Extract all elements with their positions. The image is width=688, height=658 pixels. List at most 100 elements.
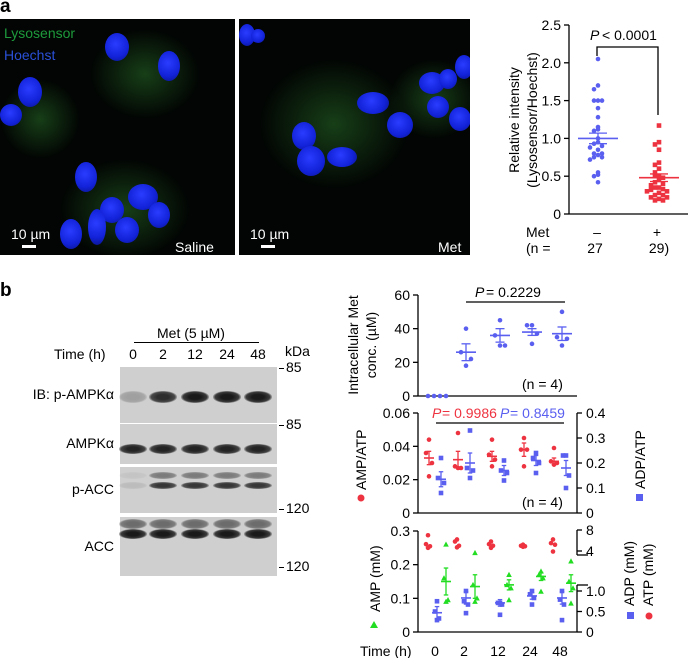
data-point	[464, 465, 470, 471]
data-point	[652, 192, 658, 198]
data-point	[595, 152, 601, 158]
micrograph-saline: Lysosensor Hoechst 10 µm Saline	[0, 19, 235, 255]
data-point	[648, 182, 654, 188]
data-point	[438, 455, 444, 461]
kda-tick	[279, 425, 284, 426]
data-point	[443, 598, 449, 604]
data-point	[506, 571, 512, 577]
blot-band	[149, 472, 177, 479]
data-point	[551, 445, 557, 451]
data-point	[472, 598, 478, 604]
data-point	[563, 485, 569, 491]
treatment-line	[134, 342, 259, 343]
y-axis-label-right: ADP/ATP	[632, 430, 648, 489]
data-point	[587, 145, 593, 150]
data-point	[497, 317, 503, 323]
p-value-red: = 0.9986	[442, 405, 497, 421]
data-point	[664, 195, 670, 200]
y-tick-label: 0	[586, 624, 594, 640]
data-point	[656, 196, 662, 202]
data-point	[437, 393, 443, 399]
p-value-red: P	[432, 405, 442, 421]
data-point	[660, 192, 666, 198]
data-point	[506, 597, 512, 603]
x-tick-label: 48	[552, 643, 568, 658]
blot-row-label: p-ACC	[71, 481, 114, 497]
data-point	[529, 588, 535, 594]
data-point	[595, 105, 601, 111]
blot-band	[244, 482, 272, 489]
y-tick-label: 0.1	[586, 480, 606, 496]
p-value-label: P	[475, 284, 485, 300]
y-tick-label: 0	[553, 206, 561, 222]
data-point	[538, 588, 544, 594]
data-point	[426, 474, 432, 479]
data-point	[470, 468, 476, 473]
blot-band	[149, 444, 177, 454]
y-tick-label: 0	[402, 624, 410, 640]
y-tick-label: 4	[586, 543, 594, 559]
data-point	[425, 545, 431, 551]
data-point	[648, 187, 654, 193]
data-point	[529, 323, 535, 328]
data-point	[656, 166, 662, 171]
data-point	[595, 98, 601, 103]
y-tick-label: 0	[402, 388, 410, 404]
condition-label: Met	[438, 239, 462, 255]
scale-bar	[22, 245, 36, 248]
data-point	[656, 147, 662, 153]
p-value-label: < 0.0001	[602, 27, 657, 43]
significance-bracket	[596, 46, 659, 115]
data-point	[595, 179, 601, 185]
data-point	[533, 470, 539, 476]
blot-band	[181, 529, 209, 539]
blot-band	[119, 482, 147, 489]
micrograph-met: 10 µm Met	[239, 19, 470, 255]
data-point	[461, 598, 467, 604]
p-value-blue: = 0.8459	[510, 405, 565, 421]
blot-treatment: Met (5 µM)	[157, 325, 225, 341]
lane-label: 24	[219, 346, 235, 362]
blot-panel	[119, 517, 277, 576]
data-point	[521, 435, 527, 441]
data-point	[559, 343, 565, 348]
data-point	[463, 588, 469, 594]
y-tick-label: 0.04	[383, 438, 410, 454]
data-point	[434, 598, 440, 604]
data-point	[566, 473, 572, 478]
blot-band	[213, 529, 241, 539]
n-label: (n = 4)	[522, 376, 563, 392]
blot-row-label: IB: p-AMPKα	[32, 386, 114, 402]
p-value-blue: P	[500, 405, 510, 421]
data-point	[536, 460, 542, 466]
y-axis-label: Intracellular Met	[345, 295, 361, 395]
data-point	[527, 591, 533, 597]
blot-band	[244, 444, 272, 454]
time-label: Time (h)	[54, 346, 106, 362]
data-point	[467, 475, 473, 481]
data-point	[443, 393, 449, 399]
lysosensor-label: Lysosensor	[4, 25, 76, 41]
blot-band	[244, 529, 272, 539]
condition-label: Saline	[175, 239, 214, 255]
y-axis-label-left: AMP/ATP	[353, 430, 369, 490]
x-tick-label: 24	[522, 643, 538, 658]
data-point	[548, 540, 554, 546]
y-tick-label: 40	[394, 321, 410, 337]
data-point	[524, 323, 530, 328]
y-axis-label-adp: ADP (mM)	[621, 541, 637, 606]
lane-label: 0	[129, 346, 137, 362]
blot-band	[181, 444, 209, 454]
data-point	[664, 189, 670, 194]
data-point	[472, 549, 478, 556]
data-point	[652, 173, 658, 179]
amp-legend-icon	[370, 621, 378, 628]
kda-marker: 120	[286, 558, 310, 574]
y-tick-label: 0.5	[542, 168, 562, 184]
data-point	[599, 98, 605, 103]
x-tick-label: 0	[431, 643, 439, 658]
data-point	[489, 437, 495, 442]
data-point	[595, 172, 601, 177]
y-tick-label: 0.5	[586, 604, 606, 620]
